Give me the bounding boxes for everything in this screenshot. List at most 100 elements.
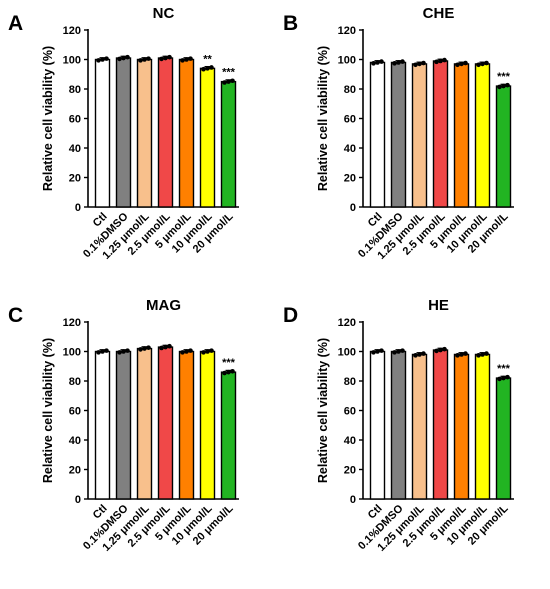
data-point [205,349,210,354]
panel-title: CHE [423,5,455,22]
data-point [421,351,426,356]
y-tick-label: 0 [75,494,81,506]
data-point [201,66,206,72]
data-point [371,350,376,355]
y-tick-label: 60 [69,406,81,418]
y-tick-label: 120 [338,25,356,37]
y-tick-label: 0 [75,202,81,214]
data-point [180,350,185,355]
y-axis-label: Relative cell viability (%) [41,46,55,191]
data-point [400,348,405,353]
y-axis-label: Relative cell viability (%) [316,338,330,483]
significance-label: ** [203,53,212,65]
panel-title: MAG [146,297,181,314]
data-point [146,345,151,350]
bar [157,346,174,500]
y-axis-label: Relative cell viability (%) [316,46,330,191]
bar [220,371,237,500]
data-point [159,345,164,351]
data-point [455,353,460,358]
data-point [230,368,235,374]
y-tick-label: 0 [350,494,356,506]
y-tick-label: 120 [338,317,356,329]
data-point [167,54,172,60]
bar [369,350,386,500]
y-tick-label: 20 [69,173,81,185]
data-point [417,61,422,67]
y-tick-label: 80 [344,84,356,96]
data-point [434,59,439,65]
data-point [209,65,214,70]
data-point [184,349,189,354]
bar [94,350,111,500]
data-point [125,348,130,353]
bar [390,350,407,500]
y-tick-label: 80 [69,376,81,388]
y-tick-label: 120 [63,317,81,329]
data-point [117,56,122,62]
data-point [117,350,122,355]
data-point [184,57,189,62]
data-point [396,60,401,65]
data-point [125,54,130,60]
data-point [497,84,502,90]
data-point [455,62,460,68]
data-point [100,57,105,62]
data-point [396,349,401,354]
y-tick-label: 60 [344,114,356,126]
panel-letter: A [8,12,23,35]
data-point [375,60,380,65]
bar [432,349,449,500]
bar [474,353,491,500]
y-tick-label: 100 [63,347,81,359]
bar [495,377,512,500]
bar [453,63,470,208]
data-point [205,66,210,71]
bar [178,58,195,208]
data-point [138,58,143,63]
data-point [505,374,510,380]
data-point [121,55,126,61]
y-tick-label: 40 [344,435,356,447]
data-point [142,57,147,62]
y-tick-label: 20 [69,465,81,477]
bar [453,353,470,500]
data-point [222,370,227,376]
data-point [497,376,502,382]
data-point [230,78,235,84]
data-point [480,61,485,67]
data-point [463,60,468,66]
data-point [201,350,206,355]
data-point [100,349,105,354]
data-point [501,375,506,381]
bar [495,85,512,208]
data-point [505,82,510,88]
data-point [96,58,101,63]
y-tick-label: 100 [63,55,81,67]
data-point [96,350,101,355]
data-point [442,57,447,63]
data-point [413,62,418,68]
bar [115,57,132,208]
y-tick-label: 100 [338,347,356,359]
bar [432,60,449,208]
data-point [434,348,439,354]
panel-b: B CHE Relative cell viability (%) 0 20 40 60 80… [283,5,514,262]
data-point [222,80,227,85]
data-point [226,369,231,375]
y-tick-label: 0 [350,202,356,214]
y-tick-label: 120 [63,25,81,37]
data-point [501,83,506,89]
y-tick-label: 20 [344,465,356,477]
data-point [459,61,464,67]
panel-letter: D [283,304,298,327]
data-point [188,56,193,61]
data-point [138,347,143,352]
y-tick-label: 40 [69,435,81,447]
data-point [438,347,443,353]
panel-a: A NC Relative cell viability (%) 0 20 40 60 80 1… [8,5,239,262]
data-point [142,346,147,351]
y-tick-label: 40 [344,143,356,155]
data-point [375,349,380,354]
